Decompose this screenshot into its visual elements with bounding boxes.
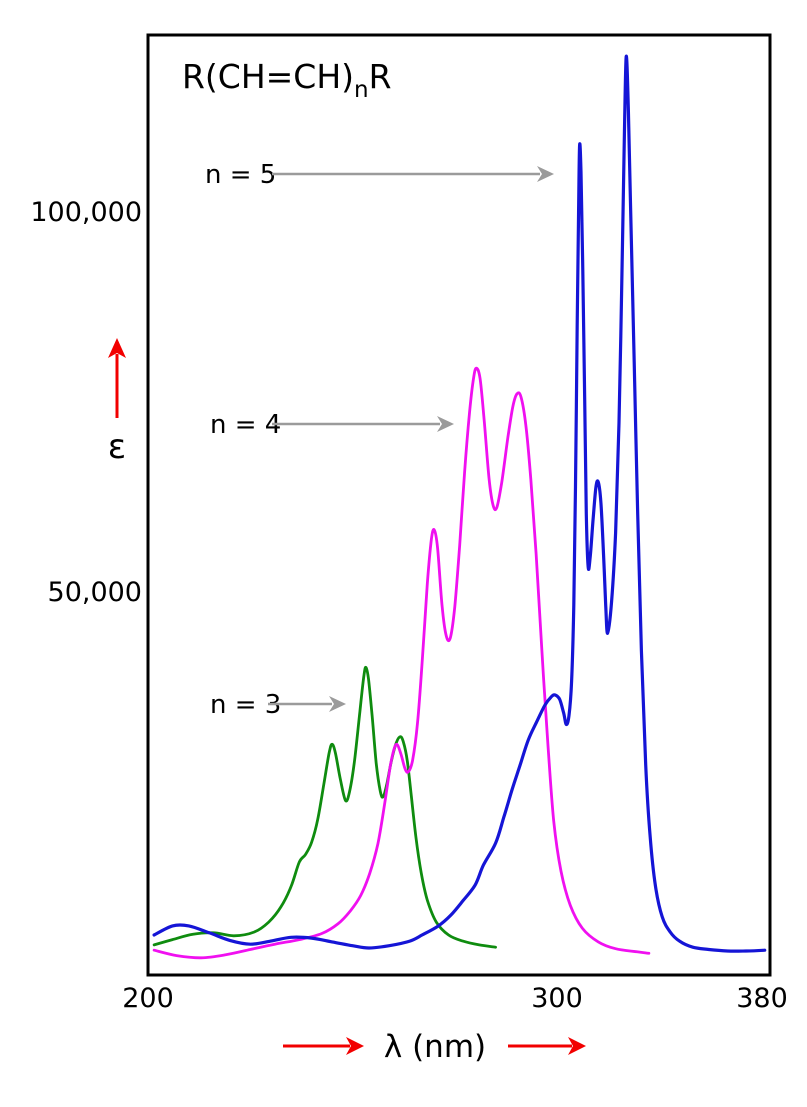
annotation-n5: n = 5	[205, 160, 554, 190]
annotation-n3-arrow-icon	[268, 696, 346, 712]
curve-n4	[152, 366, 651, 960]
annotation-n3: n = 3	[210, 690, 346, 720]
formula-subscript: n	[354, 77, 369, 103]
y-tick-100000: 100,000	[30, 197, 142, 228]
x-axis-left-arrow-icon	[283, 1037, 364, 1055]
plot-border	[146, 33, 772, 977]
annotation-n4: n = 4	[210, 410, 454, 440]
x-axis-right-arrow-icon	[508, 1037, 586, 1055]
x-tick-300: 300	[531, 983, 583, 1014]
x-tick-380: 380	[736, 983, 788, 1014]
x-axis-caption: λ (nm)	[283, 1029, 586, 1065]
annotation-n5-arrow-icon	[272, 166, 554, 182]
curves	[152, 54, 767, 960]
curve-n5	[152, 54, 767, 953]
annotation-n4-arrow-icon	[272, 416, 454, 432]
epsilon-axis-label: ε	[108, 427, 126, 467]
formula-label: R(CH=CH)nR	[182, 57, 392, 103]
curve-n3	[152, 665, 497, 949]
formula-prefix: R(CH=CH)	[182, 57, 354, 96]
annotation-n5-label: n = 5	[205, 160, 276, 190]
annotation-n4-label: n = 4	[210, 410, 281, 440]
x-axis-label: λ (nm)	[384, 1029, 486, 1065]
x-tick-200: 200	[122, 983, 174, 1014]
y-axis: 100,000 50,000 ε	[30, 197, 142, 608]
y-axis-arrow-icon	[108, 338, 126, 418]
y-tick-50000: 50,000	[48, 577, 142, 608]
x-axis: 200 300 380	[122, 983, 788, 1014]
formula-suffix: R	[369, 57, 392, 96]
